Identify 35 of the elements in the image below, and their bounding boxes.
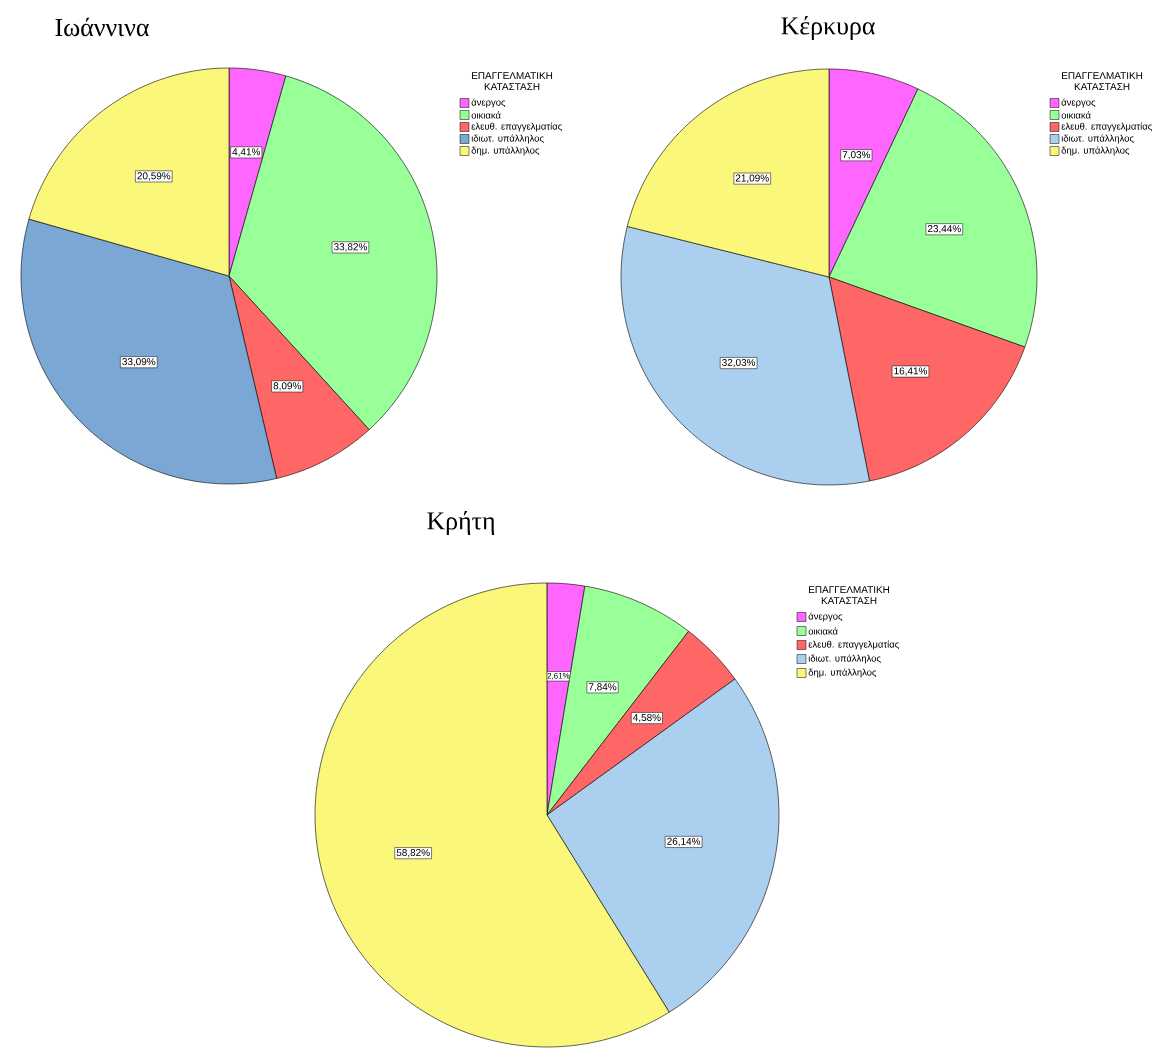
legend-label: ελευθ. επαγγελματίας <box>471 122 562 132</box>
legend-label: οικιακά <box>1061 111 1091 119</box>
legend-label: δημ. υπάλληλος <box>471 146 540 156</box>
legend-label: ελευθ. επαγγελματίας <box>808 640 899 650</box>
legend-label: άνεργος <box>1061 98 1096 108</box>
data-label: 21,09% <box>735 174 769 183</box>
data-label: 23,44% <box>927 225 961 234</box>
legend-label: δημ. υπάλληλος <box>808 668 877 678</box>
chart-title: Κέρκυρα <box>781 16 875 40</box>
data-label: 8,09% <box>273 382 301 391</box>
data-label: 16,41% <box>894 367 928 376</box>
chart-title: Κρήτη <box>427 511 495 535</box>
data-label: 4,58% <box>633 713 661 723</box>
legend-label: άνεργος <box>808 612 843 622</box>
data-label: 33,82% <box>333 243 368 252</box>
data-label: 7,84% <box>588 683 617 692</box>
data-label: 7,03% <box>842 151 871 160</box>
legend-label: οικιακά <box>808 627 838 635</box>
data-label: 32,03% <box>722 358 756 368</box>
legend-title: ΕΠΑΓΓΕΛΜΑΤΙΚΗ ΚΑΤΑΣΤΑΣΗ <box>471 72 553 90</box>
legend-label: άνεργος <box>471 98 506 108</box>
data-label: 26,14% <box>667 837 701 847</box>
data-label: 33,09% <box>122 358 156 367</box>
legend-label: ιδιωτ. υπάλληλος <box>471 134 544 144</box>
legend-label: δημ. υπάλληλος <box>1061 146 1130 156</box>
data-label: 4,41% <box>232 148 261 157</box>
data-label: 20,59% <box>137 172 171 181</box>
legend-label: οικιακά <box>471 111 501 119</box>
legend-label: ιδιωτ. υπάλληλος <box>808 654 881 664</box>
legend-title: ΕΠΑΓΓΕΛΜΑΤΙΚΗ ΚΑΤΑΣΤΑΣΗ <box>808 586 890 605</box>
legend-title: ΕΠΑΓΓΕΛΜΑΤΙΚΗ ΚΑΤΑΣΤΑΣΗ <box>1062 72 1143 90</box>
legend-label: ιδιωτ. υπάλληλος <box>1061 134 1134 144</box>
legend-label: ελευθ. επαγγελματίας <box>1061 122 1152 132</box>
data-label: 58,82% <box>396 849 430 858</box>
chart-title: Ιωάννινα <box>55 17 149 37</box>
